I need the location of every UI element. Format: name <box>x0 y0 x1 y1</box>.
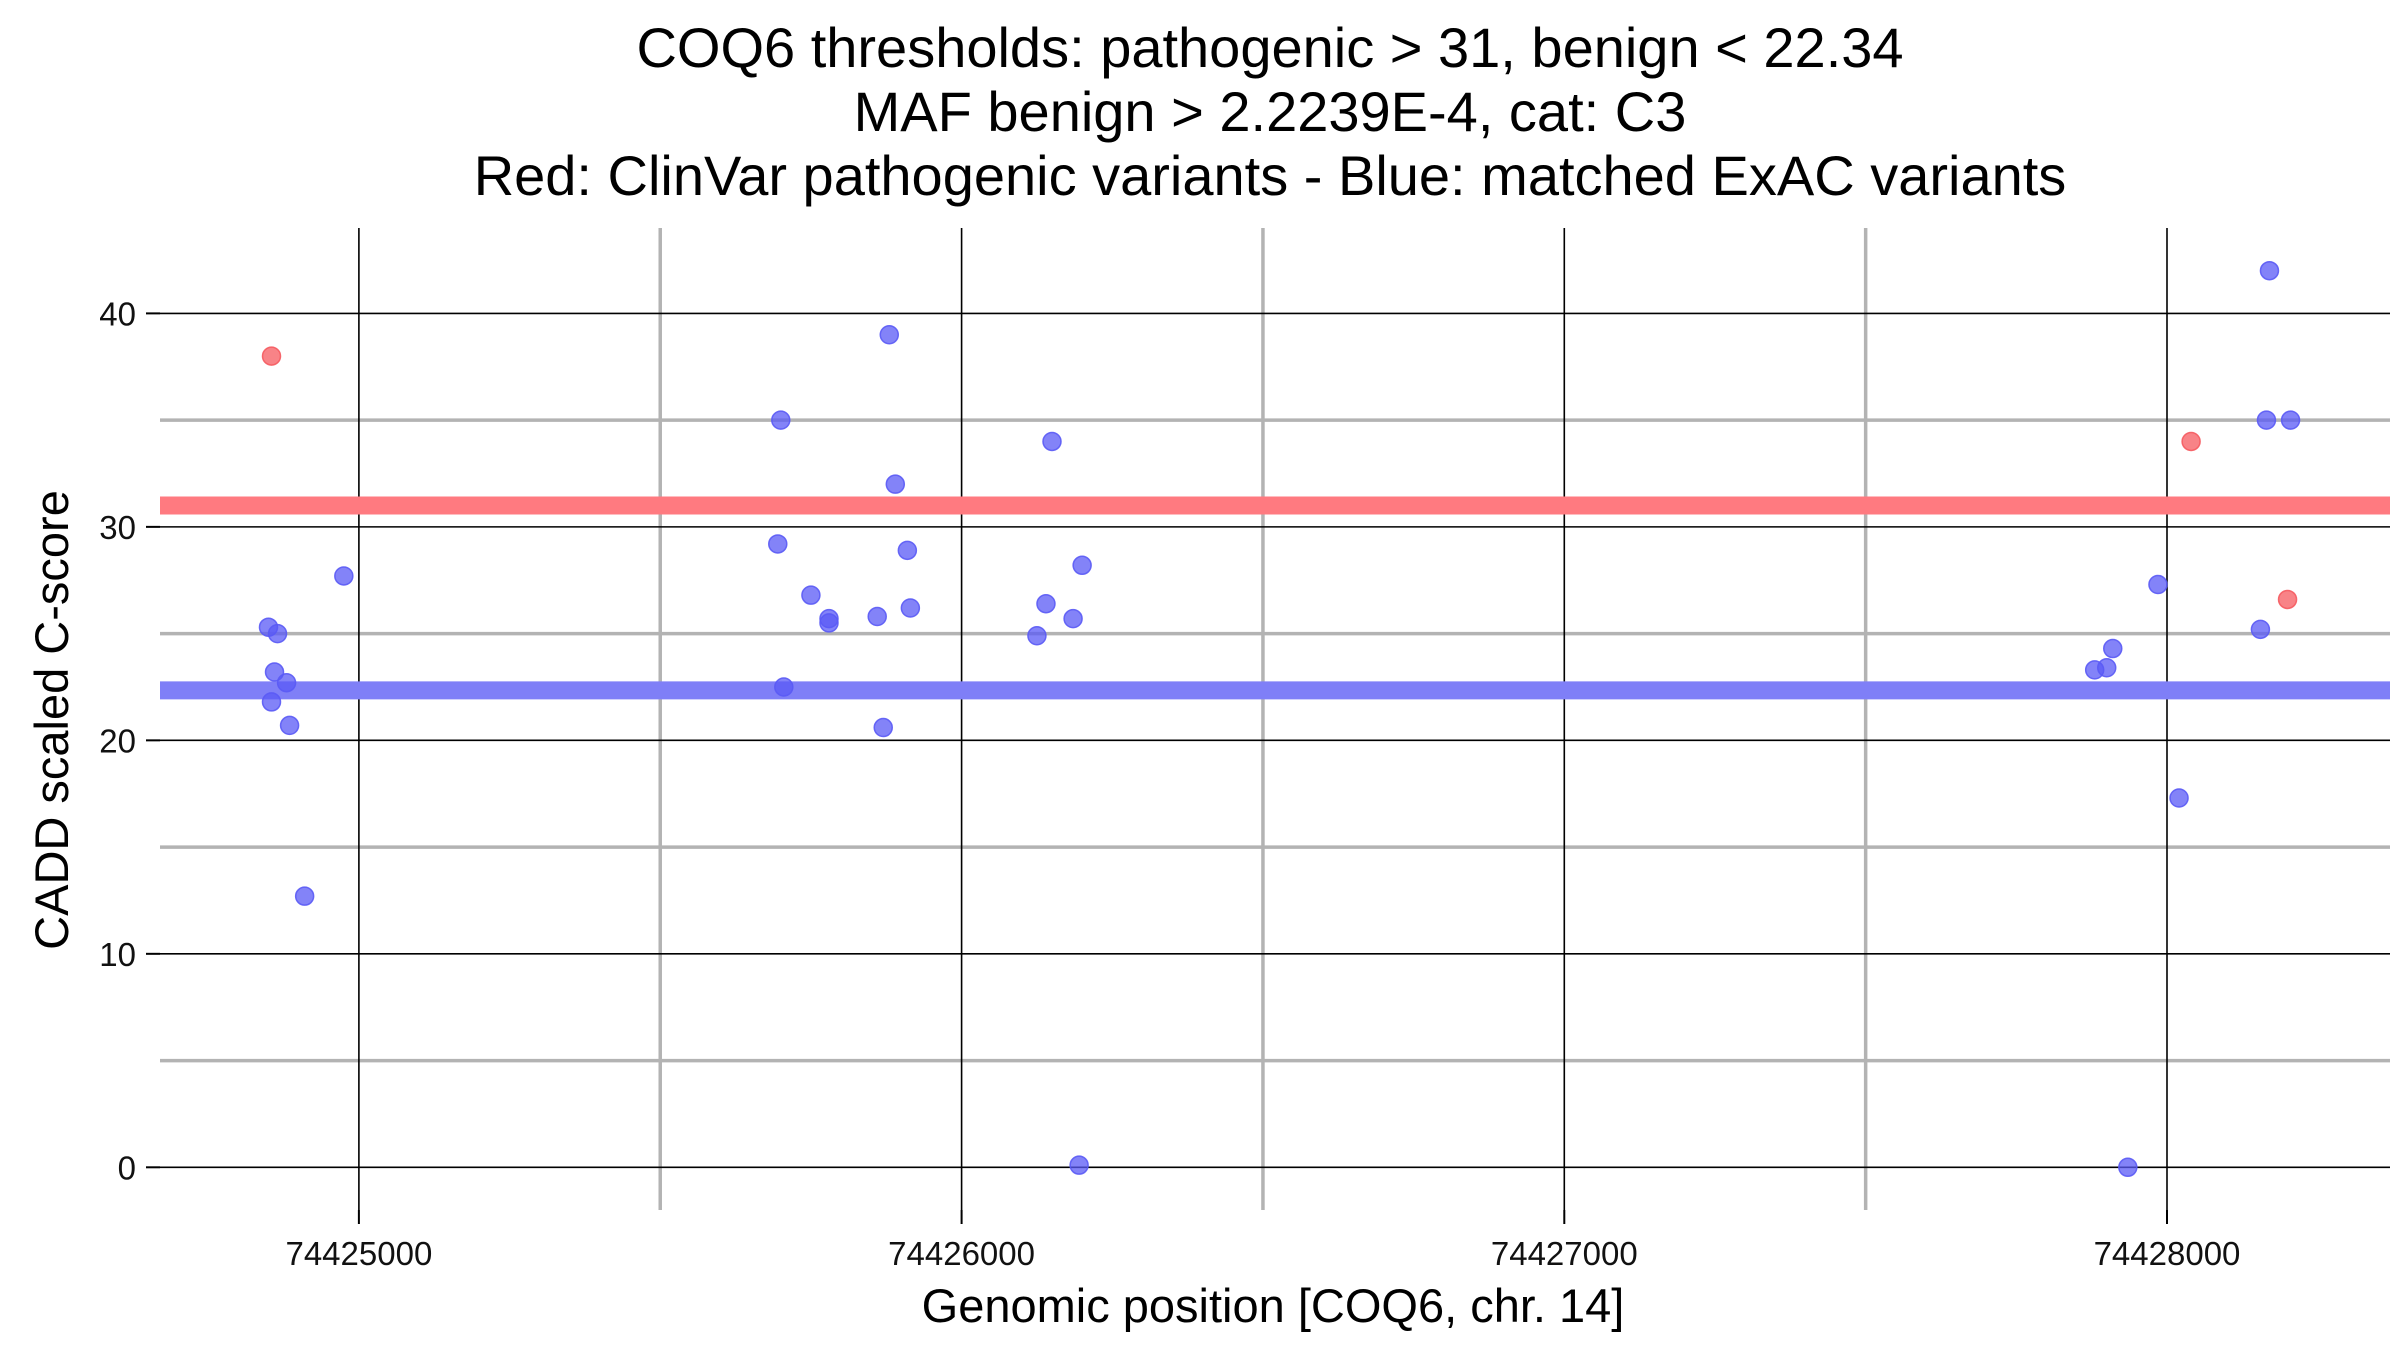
data-point <box>768 534 788 554</box>
data-point <box>1027 625 1047 646</box>
grid-layer <box>160 228 2390 1210</box>
data-point <box>879 324 900 345</box>
x-tick-label: 74425000 <box>285 1235 432 1272</box>
data-point <box>2148 574 2168 595</box>
data-point <box>264 662 285 682</box>
axis-layer: 0 10 20 30 40 74425000 74426000 74427000 7442800… <box>99 295 2240 1272</box>
data-point <box>279 715 300 736</box>
data-point <box>1036 593 1056 614</box>
data-point <box>334 566 354 586</box>
y-tick-label: 20 <box>99 722 136 759</box>
data-point <box>771 410 791 430</box>
data-point <box>801 585 821 605</box>
data-point <box>873 717 893 738</box>
data-point <box>261 692 282 712</box>
data-point <box>2277 589 2298 610</box>
data-point <box>2181 431 2201 452</box>
data-point <box>261 346 282 366</box>
chart-title: COQ6 thresholds: pathogenic > 31, benign… <box>474 16 2067 207</box>
data-point <box>900 598 921 618</box>
x-tick-label: 74427000 <box>1491 1235 1638 1272</box>
data-point <box>2259 260 2280 281</box>
data-point <box>2256 410 2277 430</box>
series-exac-matched <box>258 260 2301 1178</box>
data-point <box>2103 638 2123 659</box>
y-tick-label: 0 <box>118 1149 136 1186</box>
data-point <box>1069 1155 1089 1175</box>
data-point <box>2250 619 2271 640</box>
x-tick-label: 74428000 <box>2094 1235 2241 1272</box>
title-line-2: MAF benign > 2.2239E-4, cat: C3 <box>854 80 1687 143</box>
data-point <box>897 540 918 561</box>
x-axis-label: Genomic position [COQ6, chr. 14] <box>922 1279 1625 1332</box>
data-point <box>294 886 315 906</box>
data-point <box>867 606 887 627</box>
data-point <box>819 613 839 633</box>
data-point <box>2118 1157 2138 1178</box>
title-line-1: COQ6 thresholds: pathogenic > 31, benign… <box>636 16 1903 79</box>
data-point <box>2280 410 2301 430</box>
title-line-3: Red: ClinVar pathogenic variants - Blue:… <box>474 144 2067 207</box>
x-tick-label: 74426000 <box>888 1235 1035 1272</box>
data-point <box>1042 431 1062 452</box>
y-axis-label: CADD scaled C-score <box>25 490 78 950</box>
data-point <box>2096 658 2117 678</box>
y-tick-label: 10 <box>99 936 136 973</box>
data-point <box>1063 608 1083 629</box>
data-point <box>1072 555 1092 576</box>
data-point <box>885 474 906 494</box>
point-layer <box>258 260 2301 1178</box>
data-point <box>2169 788 2189 808</box>
y-tick-label: 30 <box>99 509 136 546</box>
y-tick-label: 40 <box>99 295 136 332</box>
series-clinvar-pathogenic <box>261 346 2298 610</box>
data-point <box>774 677 794 697</box>
threshold-layer <box>160 496 2390 700</box>
data-point <box>267 623 288 644</box>
data-point <box>276 672 297 693</box>
